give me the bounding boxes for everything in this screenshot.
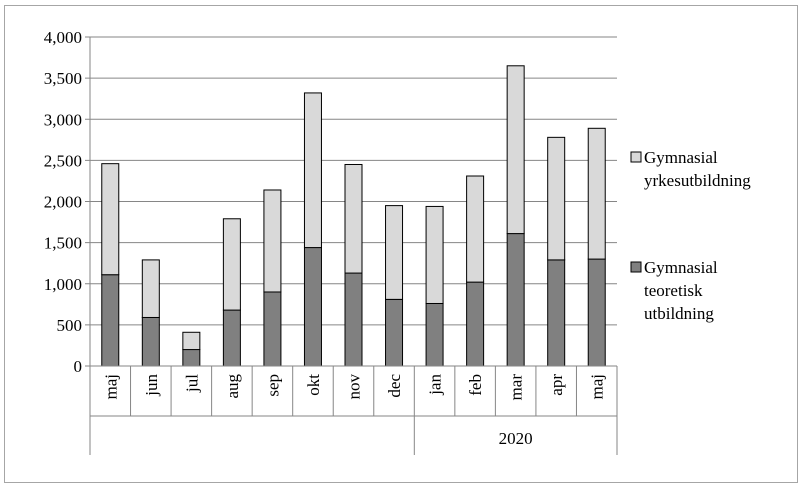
bar-segment <box>385 298 404 367</box>
bar-segment <box>425 205 444 304</box>
bar-segment <box>344 272 363 367</box>
bar-segment <box>182 331 201 351</box>
bar-segment <box>587 258 606 367</box>
bar-segment <box>222 218 241 311</box>
x-tick-label: maj <box>588 374 607 400</box>
y-tick-label: 0 <box>74 357 83 376</box>
x-tick-label: jan <box>426 374 445 396</box>
x-tick-label: mar <box>507 374 526 401</box>
y-tick-label: 1,000 <box>44 275 82 294</box>
x-tick-label: sep <box>263 374 282 397</box>
y-tick-label: 3,500 <box>44 69 82 88</box>
bar-segment <box>385 205 404 300</box>
legend-swatch <box>630 151 642 163</box>
y-tick-label: 2,500 <box>44 151 82 170</box>
legend-label: Gymnasial <box>644 258 718 277</box>
bar-segment <box>466 281 485 367</box>
bar-segment <box>101 163 120 276</box>
y-tick-label: 1,500 <box>44 234 82 253</box>
legend-label: Gymnasial <box>644 148 718 167</box>
bar-segment <box>425 302 444 367</box>
bar-segment <box>263 291 282 367</box>
x-group-label: 2020 <box>499 429 533 448</box>
bar-segment <box>222 309 241 367</box>
bar-segment <box>141 259 160 318</box>
legend-label: utbildning <box>644 304 714 323</box>
bar-segment <box>303 247 322 367</box>
x-tick-label: dec <box>385 374 404 398</box>
bar-segment <box>344 163 363 274</box>
x-tick-label: aug <box>223 374 242 399</box>
bar-segment <box>547 259 566 367</box>
y-tick-label: 3,000 <box>44 110 82 129</box>
bar-segment <box>466 175 485 283</box>
bar-segment <box>303 92 322 249</box>
bar-segment <box>547 136 566 261</box>
x-tick-label: maj <box>101 374 120 400</box>
x-tick-label: jul <box>182 374 201 393</box>
bar-segment <box>263 189 282 293</box>
x-tick-label: okt <box>304 374 323 396</box>
bar-segment <box>506 65 525 235</box>
bar-segment <box>101 274 120 367</box>
y-tick-label: 4,000 <box>44 28 82 47</box>
bar-segment <box>141 316 160 367</box>
bar-segment <box>506 233 525 367</box>
y-tick-label: 500 <box>57 316 83 335</box>
bar-segment <box>182 349 201 367</box>
y-tick-label: 2,000 <box>44 193 82 212</box>
x-tick-label: nov <box>345 374 364 400</box>
x-tick-label: feb <box>466 374 485 396</box>
legend-label: yrkesutbildning <box>644 171 751 190</box>
legend-label: teoretisk <box>644 281 703 300</box>
bar-segment <box>587 127 606 260</box>
legend-swatch <box>630 261 642 273</box>
x-tick-label: jun <box>142 374 161 397</box>
x-tick-label: apr <box>547 374 566 396</box>
